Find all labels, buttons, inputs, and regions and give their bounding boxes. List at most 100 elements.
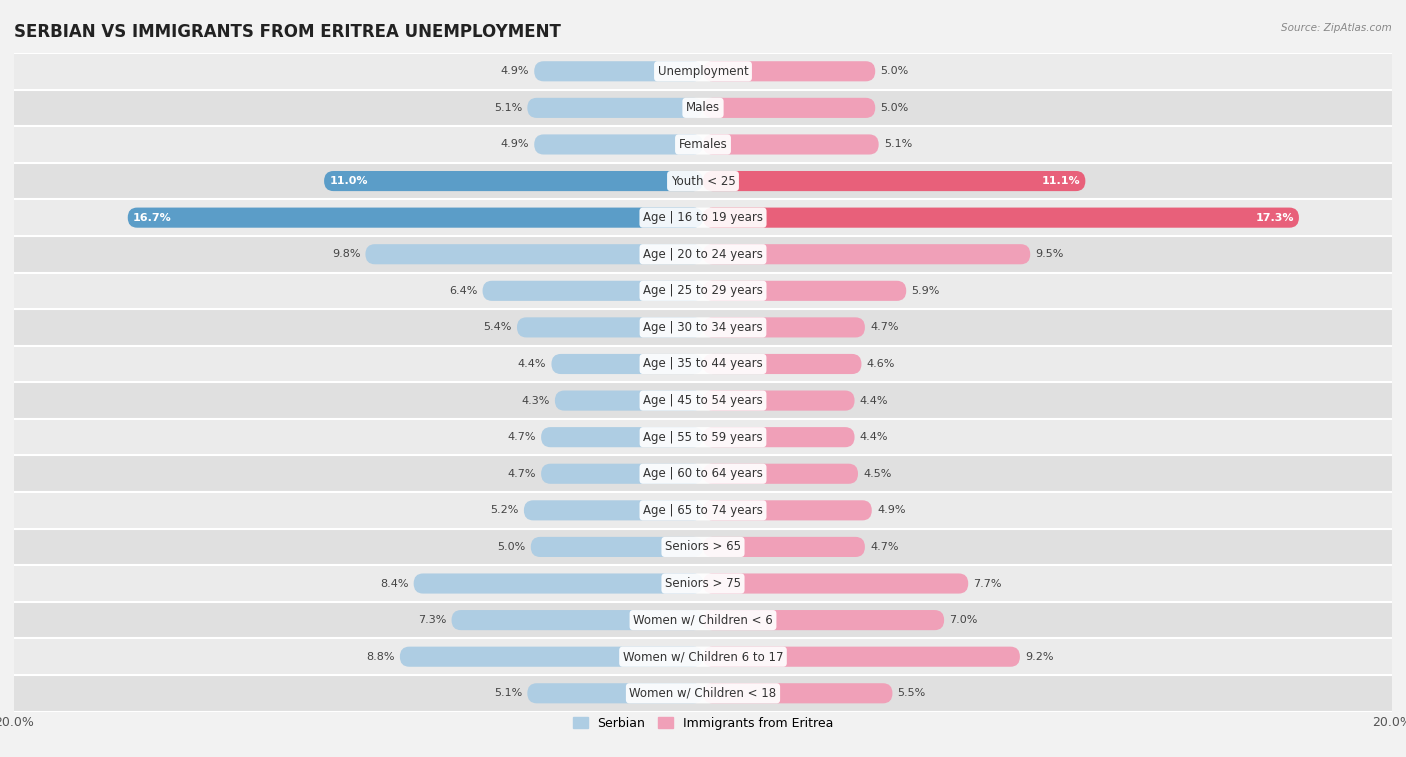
Text: 5.4%: 5.4% (484, 322, 512, 332)
Text: 4.5%: 4.5% (863, 469, 891, 478)
FancyBboxPatch shape (703, 391, 855, 410)
Legend: Serbian, Immigrants from Eritrea: Serbian, Immigrants from Eritrea (568, 712, 838, 735)
Text: 4.4%: 4.4% (859, 396, 889, 406)
Text: 4.7%: 4.7% (508, 432, 536, 442)
FancyBboxPatch shape (703, 281, 907, 301)
Text: Unemployment: Unemployment (658, 65, 748, 78)
Text: 9.5%: 9.5% (1035, 249, 1064, 259)
Bar (14, 382, 1392, 419)
Text: 8.8%: 8.8% (366, 652, 395, 662)
Bar (14, 236, 1392, 273)
Text: 4.6%: 4.6% (866, 359, 896, 369)
Text: Age | 35 to 44 years: Age | 35 to 44 years (643, 357, 763, 370)
FancyBboxPatch shape (703, 207, 1299, 228)
FancyBboxPatch shape (128, 207, 703, 228)
Text: 4.3%: 4.3% (522, 396, 550, 406)
Text: Women w/ Children < 6: Women w/ Children < 6 (633, 614, 773, 627)
FancyBboxPatch shape (531, 537, 703, 557)
Text: 5.0%: 5.0% (880, 67, 908, 76)
FancyBboxPatch shape (541, 464, 703, 484)
Text: 4.9%: 4.9% (501, 139, 529, 149)
FancyBboxPatch shape (703, 610, 945, 630)
Text: Age | 25 to 29 years: Age | 25 to 29 years (643, 285, 763, 298)
Text: 5.2%: 5.2% (491, 506, 519, 516)
Text: 7.3%: 7.3% (418, 615, 446, 625)
Text: 9.8%: 9.8% (332, 249, 360, 259)
FancyBboxPatch shape (527, 98, 703, 118)
Bar (14, 528, 1392, 565)
Text: 5.0%: 5.0% (880, 103, 908, 113)
FancyBboxPatch shape (703, 171, 1085, 191)
FancyBboxPatch shape (534, 135, 703, 154)
Text: 4.4%: 4.4% (517, 359, 547, 369)
Bar (14, 456, 1392, 492)
FancyBboxPatch shape (703, 135, 879, 154)
Bar (14, 199, 1392, 236)
Text: Women w/ Children < 18: Women w/ Children < 18 (630, 687, 776, 699)
Bar (14, 346, 1392, 382)
Text: 5.5%: 5.5% (897, 688, 927, 698)
FancyBboxPatch shape (703, 98, 875, 118)
FancyBboxPatch shape (399, 646, 703, 667)
FancyBboxPatch shape (413, 574, 703, 593)
Text: 4.7%: 4.7% (870, 542, 898, 552)
Text: Males: Males (686, 101, 720, 114)
Text: 4.4%: 4.4% (859, 432, 889, 442)
Bar (14, 163, 1392, 199)
Text: 5.1%: 5.1% (494, 103, 522, 113)
FancyBboxPatch shape (323, 171, 703, 191)
Text: SERBIAN VS IMMIGRANTS FROM ERITREA UNEMPLOYMENT: SERBIAN VS IMMIGRANTS FROM ERITREA UNEMP… (14, 23, 561, 41)
Text: Seniors > 65: Seniors > 65 (665, 540, 741, 553)
FancyBboxPatch shape (703, 537, 865, 557)
Text: 9.2%: 9.2% (1025, 652, 1053, 662)
Text: Age | 16 to 19 years: Age | 16 to 19 years (643, 211, 763, 224)
Bar (14, 492, 1392, 528)
Text: 7.0%: 7.0% (949, 615, 977, 625)
Text: 4.7%: 4.7% (870, 322, 898, 332)
Text: Age | 20 to 24 years: Age | 20 to 24 years (643, 248, 763, 260)
FancyBboxPatch shape (703, 245, 1031, 264)
FancyBboxPatch shape (703, 684, 893, 703)
Text: 5.0%: 5.0% (498, 542, 526, 552)
Text: 5.1%: 5.1% (494, 688, 522, 698)
Bar (14, 89, 1392, 126)
Bar (14, 565, 1392, 602)
FancyBboxPatch shape (703, 354, 862, 374)
FancyBboxPatch shape (703, 61, 875, 81)
Text: Women w/ Children 6 to 17: Women w/ Children 6 to 17 (623, 650, 783, 663)
Bar (14, 126, 1392, 163)
Text: 7.7%: 7.7% (973, 578, 1002, 588)
Text: 5.9%: 5.9% (911, 286, 939, 296)
Text: 11.0%: 11.0% (329, 176, 368, 186)
FancyBboxPatch shape (703, 317, 865, 338)
Text: 11.1%: 11.1% (1042, 176, 1080, 186)
FancyBboxPatch shape (703, 574, 969, 593)
FancyBboxPatch shape (703, 427, 855, 447)
Text: Seniors > 75: Seniors > 75 (665, 577, 741, 590)
Text: 16.7%: 16.7% (134, 213, 172, 223)
Text: Age | 45 to 54 years: Age | 45 to 54 years (643, 394, 763, 407)
FancyBboxPatch shape (555, 391, 703, 410)
Bar (14, 53, 1392, 89)
Text: 5.1%: 5.1% (884, 139, 912, 149)
Text: Youth < 25: Youth < 25 (671, 175, 735, 188)
FancyBboxPatch shape (534, 61, 703, 81)
Text: Age | 60 to 64 years: Age | 60 to 64 years (643, 467, 763, 480)
Text: Age | 30 to 34 years: Age | 30 to 34 years (643, 321, 763, 334)
Text: 4.9%: 4.9% (877, 506, 905, 516)
Bar (14, 309, 1392, 346)
Bar (14, 638, 1392, 675)
FancyBboxPatch shape (703, 500, 872, 520)
Bar (14, 273, 1392, 309)
Text: 6.4%: 6.4% (449, 286, 478, 296)
FancyBboxPatch shape (517, 317, 703, 338)
FancyBboxPatch shape (527, 684, 703, 703)
FancyBboxPatch shape (482, 281, 703, 301)
FancyBboxPatch shape (451, 610, 703, 630)
Text: Age | 65 to 74 years: Age | 65 to 74 years (643, 504, 763, 517)
FancyBboxPatch shape (524, 500, 703, 520)
Text: Age | 55 to 59 years: Age | 55 to 59 years (643, 431, 763, 444)
Bar (14, 602, 1392, 638)
Text: 4.9%: 4.9% (501, 67, 529, 76)
Bar (14, 675, 1392, 712)
